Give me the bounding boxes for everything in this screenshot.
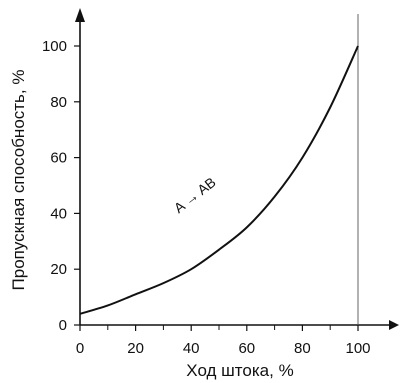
series-layer: A → AB <box>79 45 359 315</box>
x-tick-label: 40 <box>183 340 200 357</box>
y-tick-label: 100 <box>42 38 67 55</box>
series-line <box>79 45 359 315</box>
x-tick-label: 20 <box>127 340 144 357</box>
x-tick-label: 80 <box>294 340 311 357</box>
y-axis-arrow <box>75 8 85 22</box>
y-tick-label: 80 <box>50 94 67 111</box>
ticks: 0 20 40 60 80 100 0 20 40 60 80 100 <box>42 38 371 357</box>
x-tick-label: 60 <box>238 340 255 357</box>
y-axis-label: Пропускная способность, % <box>9 70 28 291</box>
curve-label: A → AB <box>171 174 219 216</box>
y-tick-label: 60 <box>50 150 67 167</box>
x-axis-label: Ход штока, % <box>186 361 293 380</box>
y-tick-label: 20 <box>50 261 67 278</box>
x-tick-label: 0 <box>76 340 84 357</box>
y-tick-label: 40 <box>50 205 67 222</box>
x-tick-label: 100 <box>345 340 370 357</box>
x-axis-arrow <box>389 320 399 330</box>
y-tick-label: 0 <box>59 317 67 334</box>
axes <box>75 8 399 330</box>
